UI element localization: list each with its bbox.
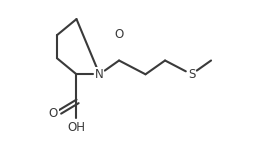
Text: O: O	[49, 107, 58, 120]
Text: O: O	[114, 28, 124, 41]
Text: N: N	[95, 68, 104, 81]
Text: S: S	[188, 68, 195, 81]
Text: OH: OH	[68, 121, 85, 134]
